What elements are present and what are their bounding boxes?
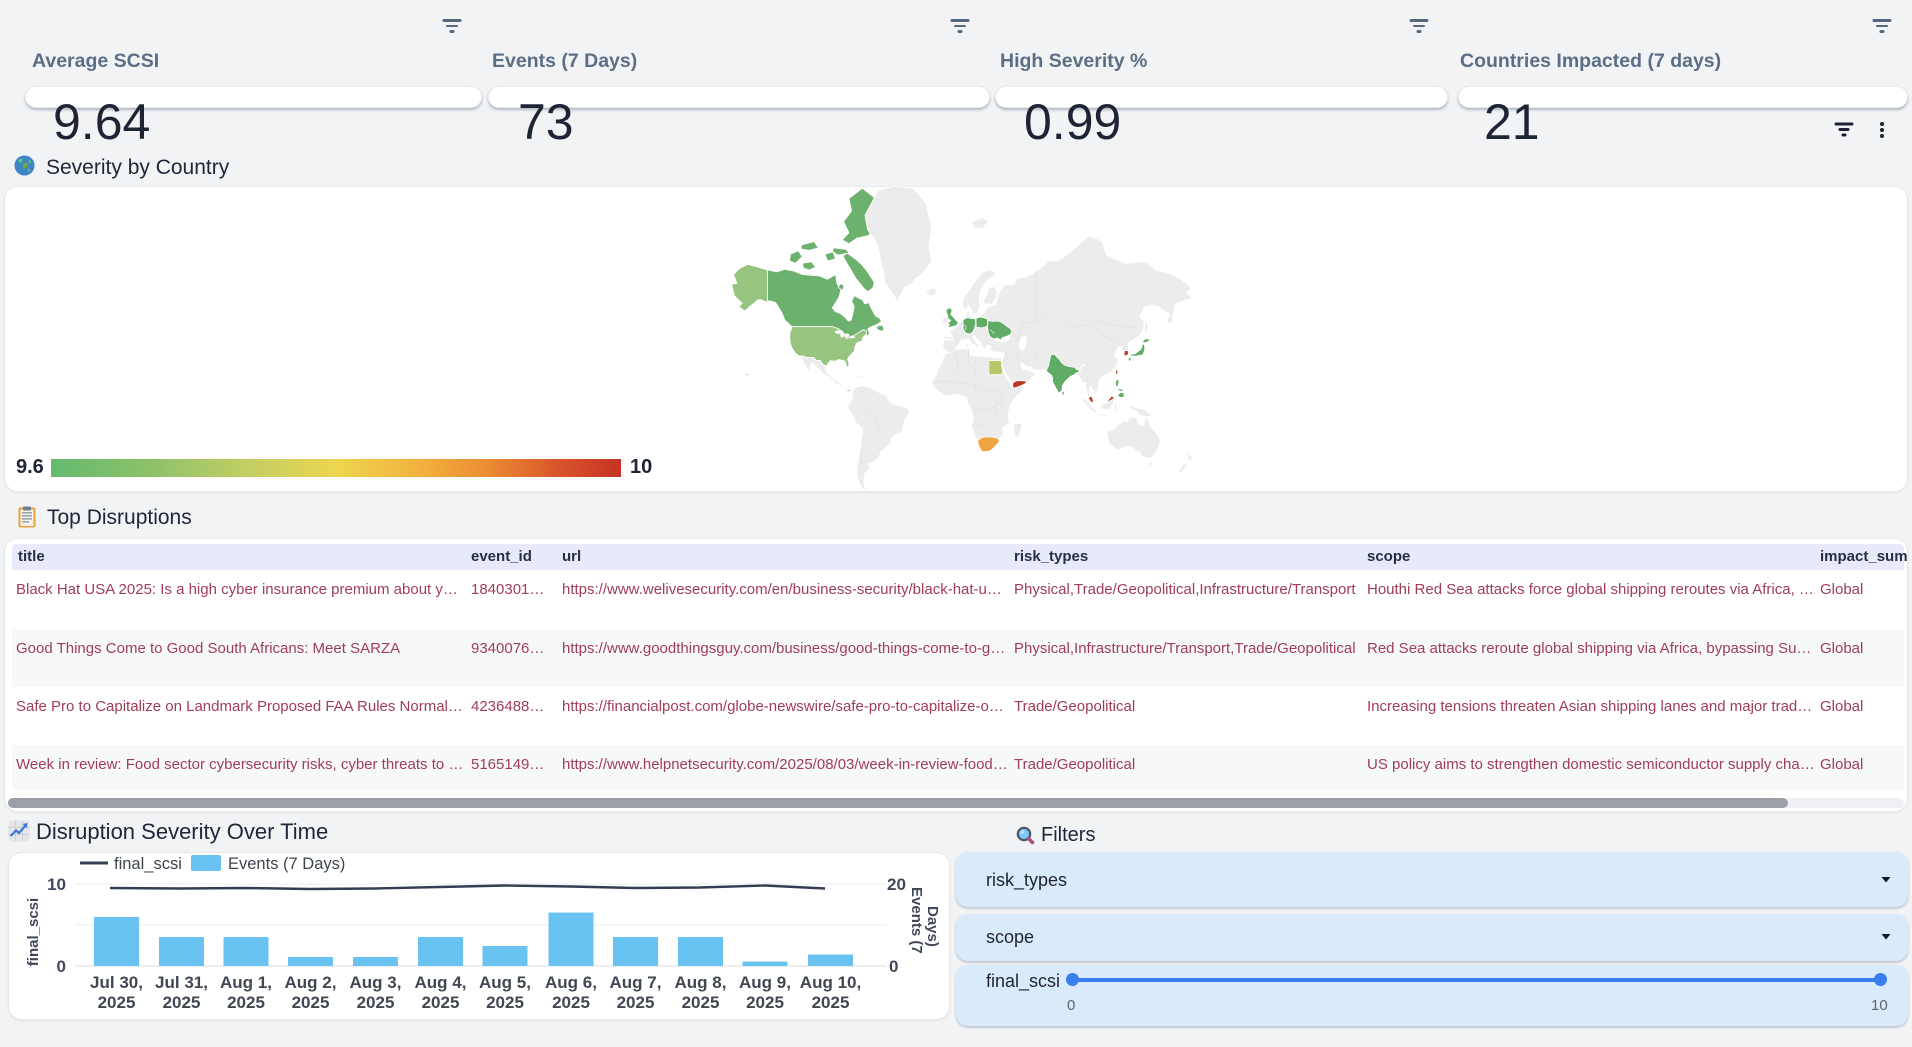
svg-text:2025: 2025 <box>422 993 460 1012</box>
svg-text:2025: 2025 <box>486 993 524 1012</box>
svg-text:0: 0 <box>889 957 898 976</box>
svg-text:Aug 10,: Aug 10, <box>800 973 861 992</box>
svg-text:2025: 2025 <box>552 993 590 1012</box>
svg-text:2025: 2025 <box>617 993 655 1012</box>
svg-text:Aug 9,: Aug 9, <box>739 973 791 992</box>
svg-text:final_scsi: final_scsi <box>114 855 182 873</box>
svg-text:Aug 1,: Aug 1, <box>220 973 272 992</box>
svg-text:2025: 2025 <box>746 993 784 1012</box>
svg-text:10: 10 <box>47 875 66 894</box>
svg-text:2025: 2025 <box>227 993 265 1012</box>
svg-text:2025: 2025 <box>682 993 720 1012</box>
svg-text:Aug 8,: Aug 8, <box>675 973 727 992</box>
svg-text:Aug 5,: Aug 5, <box>479 973 531 992</box>
svg-text:2025: 2025 <box>163 993 201 1012</box>
svg-text:0: 0 <box>57 957 66 976</box>
svg-text:2025: 2025 <box>98 993 136 1012</box>
svg-text:final_scsi: final_scsi <box>25 898 42 966</box>
svg-text:20: 20 <box>887 875 906 894</box>
svg-text:Aug 4,: Aug 4, <box>415 973 467 992</box>
svg-text:2025: 2025 <box>292 993 330 1012</box>
svg-text:Aug 2,: Aug 2, <box>285 973 337 992</box>
svg-text:Events (7 Days): Events (7 Days) <box>228 855 345 873</box>
svg-text:Aug 3,: Aug 3, <box>350 973 402 992</box>
svg-text:Aug 6,: Aug 6, <box>545 973 597 992</box>
svg-text:2025: 2025 <box>812 993 850 1012</box>
svg-text:2025: 2025 <box>357 993 395 1012</box>
svg-text:Jul 30,: Jul 30, <box>90 973 143 992</box>
svg-text:Aug 7,: Aug 7, <box>610 973 662 992</box>
svg-text:Jul 31,: Jul 31, <box>155 973 208 992</box>
